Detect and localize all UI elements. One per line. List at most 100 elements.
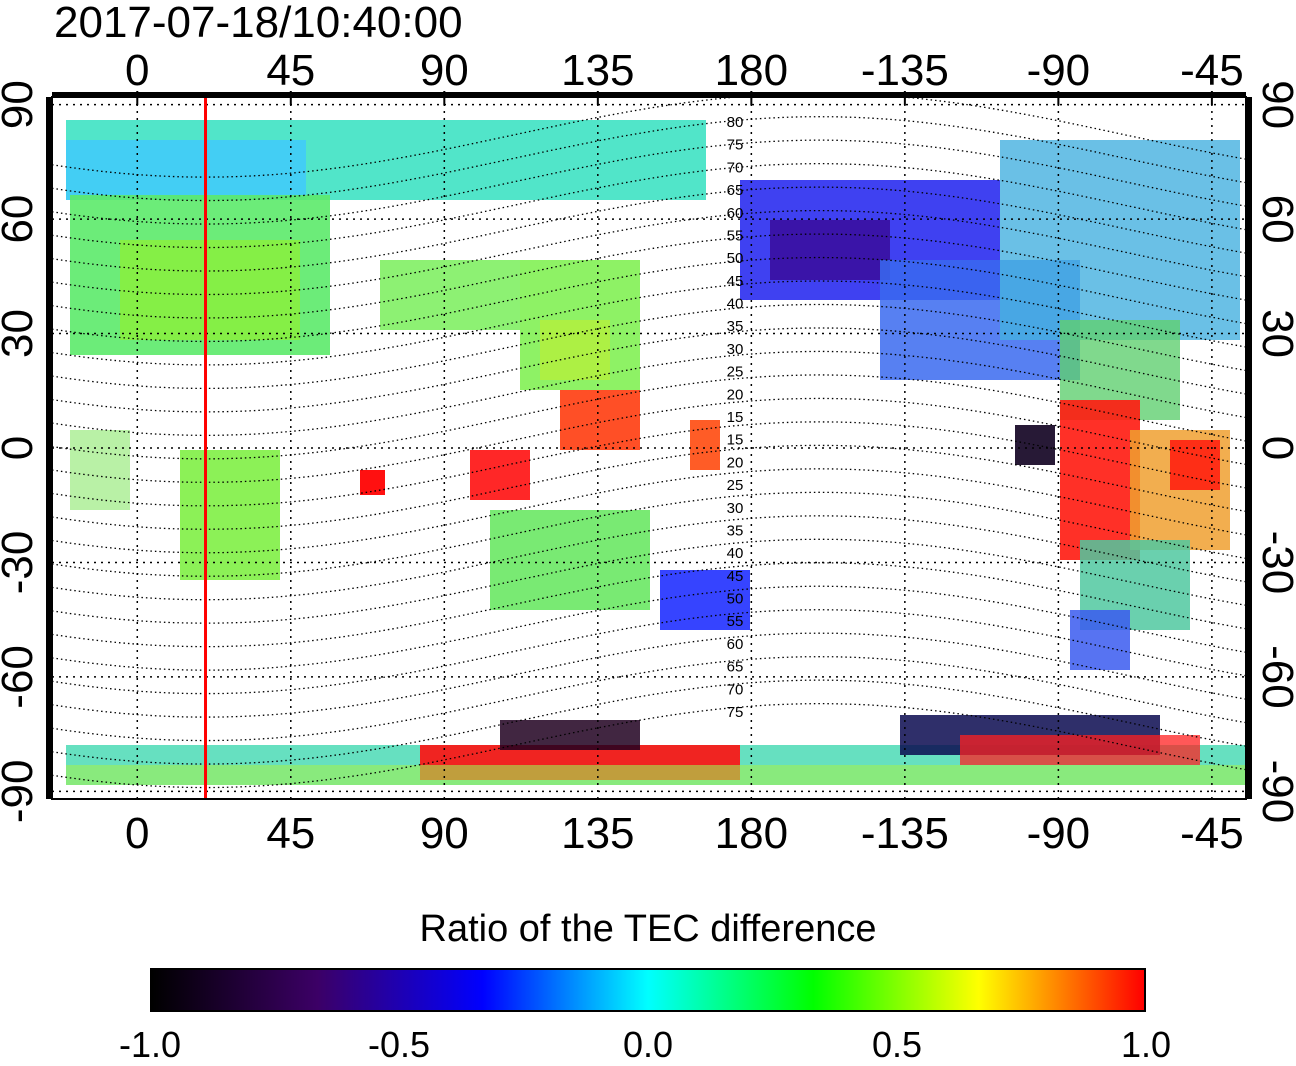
magnetic-latitude-label: 50 [727, 591, 744, 608]
x-tick-label-bottom: 90 [420, 809, 469, 858]
y-tick-label-right: 30 [1253, 309, 1296, 358]
magnetic-latitude-label: 60 [727, 205, 744, 222]
colorbar-title: Ratio of the TEC difference [419, 908, 877, 950]
magnetic-latitude-contour [52, 162, 1246, 249]
y-tick-label-left: 90 [0, 80, 42, 129]
magnetic-latitude-label: 25 [727, 364, 744, 381]
magnetic-latitude-contour [52, 186, 1246, 272]
magnetic-latitude-contour [52, 233, 1246, 319]
y-tick-label-left: -30 [0, 531, 42, 595]
magnetic-latitude-label: 20 [727, 454, 744, 471]
magnetic-latitude-label: 15 [727, 432, 744, 449]
x-tick-label-top: 0 [125, 46, 149, 95]
y-axis-right-ticks: 90 60 30 0 -30 -60 -90 [1253, 80, 1296, 823]
x-tick-label-top: 180 [715, 46, 788, 95]
magnetic-latitude-label: 45 [727, 273, 744, 290]
x-axis-bottom-ticks: 0 45 90 135 180 -135 -90 -45 [125, 809, 1244, 858]
y-tick-label-left: 30 [0, 309, 42, 358]
magnetic-latitude-contour [52, 444, 1246, 530]
magnetic-latitude-label: 45 [727, 568, 744, 585]
y-tick-label-right: 90 [1253, 80, 1296, 129]
magnetic-latitude-contour [52, 609, 1246, 695]
magnetic-latitude-label: 20 [727, 386, 744, 403]
magnetic-latitude-contour [52, 280, 1246, 366]
magnetic-latitude-contour [52, 562, 1246, 648]
x-tick-label-top: 45 [266, 46, 315, 95]
magnetic-latitude-label: 40 [727, 296, 744, 313]
x-tick-label-top: 90 [420, 46, 469, 95]
magnetic-latitude-contour [52, 139, 1246, 225]
colorbar-tick-label: 0.5 [871, 1024, 923, 1065]
x-tick-label-bottom: 0 [125, 809, 149, 858]
magnetic-latitude-label: 30 [727, 500, 744, 517]
x-tick-label-bottom: 135 [561, 809, 634, 858]
y-tick-label-left: 60 [0, 195, 42, 244]
magnetic-latitude-contour [52, 538, 1246, 624]
x-tick-label-bottom: -45 [1180, 809, 1244, 858]
magnetic-latitude-contour [52, 656, 1246, 742]
magnetic-latitude-label: 75 [727, 704, 744, 721]
magnetic-latitude-label: 65 [727, 182, 744, 199]
magnetic-latitude-contour [52, 256, 1246, 343]
magnetic-latitude-label: 70 [727, 159, 744, 176]
colorbar-tick-label: -0.5 [367, 1024, 431, 1065]
x-tick-label-top: 135 [561, 46, 634, 95]
x-tick-label-bottom: -135 [861, 809, 949, 858]
magnetic-latitude-contour [52, 397, 1246, 483]
magnetic-latitude-contour [52, 327, 1246, 413]
magnetic-latitude-label: 30 [727, 341, 744, 358]
magnetic-latitude-contour [52, 97, 1246, 178]
colorbar [150, 968, 1146, 1012]
magnetic-latitude-label: 35 [727, 318, 744, 335]
map-frame-left-bar [46, 97, 52, 799]
y-tick-label-right: 60 [1253, 195, 1296, 244]
magnetic-latitude-contour [52, 515, 1246, 601]
map-frame-top-bar [52, 92, 1246, 98]
y-axis-left-ticks: 90 60 30 0 -30 -60 -90 [0, 80, 42, 823]
y-tick-label-right: -90 [1253, 760, 1296, 824]
magnetic-latitude-contour [52, 374, 1246, 460]
magnetic-latitude-contour [52, 491, 1246, 577]
magnetic-latitude-contours [52, 97, 1246, 789]
magnetic-latitude-contour [52, 632, 1246, 718]
magnetic-latitude-contour [52, 350, 1246, 437]
magnetic-latitude-label: 25 [727, 477, 744, 494]
y-tick-label-right: 0 [1253, 436, 1296, 460]
magnetic-latitude-label: 15 [727, 409, 744, 426]
magnetic-latitude-label: 65 [727, 659, 744, 676]
magnetic-latitude-label: 70 [727, 681, 744, 698]
magnetic-latitude-contour [52, 585, 1246, 671]
magnetic-latitude-labels: 80 75 70 65 60 55 50 45 40 35 30 25 20 15 15 20 25 30 35 40… [727, 114, 744, 721]
magnetic-latitude-contour [52, 116, 1246, 202]
colorbar-tick-label: 1.0 [1120, 1024, 1172, 1065]
magnetic-latitude-label: 40 [727, 545, 744, 562]
y-tick-label-right: -30 [1253, 531, 1296, 595]
x-tick-label-top: -45 [1180, 46, 1244, 95]
magnetic-latitude-contour [52, 468, 1246, 554]
x-axis-top-ticks: 0 45 90 135 180 -135 -90 -45 [125, 46, 1244, 105]
magnetic-latitude-label: 55 [727, 228, 744, 245]
map-frame-right-bar [1246, 97, 1252, 799]
y-tick-label-left: -90 [0, 760, 42, 824]
colorbar-tick-label: -1.0 [118, 1024, 182, 1065]
tec-ratio-data-layer [66, 120, 1246, 785]
y-tick-label-left: -60 [0, 645, 42, 709]
magnetic-latitude-label: 80 [727, 114, 744, 131]
magnetic-latitude-label: 35 [727, 523, 744, 540]
magnetic-latitude-contour [52, 421, 1246, 507]
magnetic-latitude-contour [52, 702, 1246, 789]
x-tick-label-top: -90 [1027, 46, 1091, 95]
magnetic-latitude-label: 50 [727, 250, 744, 267]
x-tick-label-bottom: -90 [1027, 809, 1091, 858]
x-tick-label-bottom: 45 [266, 809, 315, 858]
magnetic-latitude-label: 60 [727, 636, 744, 653]
y-tick-label-right: -60 [1253, 645, 1296, 709]
magnetic-latitude-contour [52, 303, 1246, 390]
x-tick-label-bottom: 180 [715, 809, 788, 858]
map-timestamp: 2017-07-18/10:40:00 [54, 0, 463, 47]
colorbar-tick-label: 0.0 [622, 1024, 674, 1065]
magnetic-latitude-contour [52, 679, 1246, 765]
x-tick-label-top: -135 [861, 46, 949, 95]
y-tick-label-left: 0 [0, 436, 42, 460]
